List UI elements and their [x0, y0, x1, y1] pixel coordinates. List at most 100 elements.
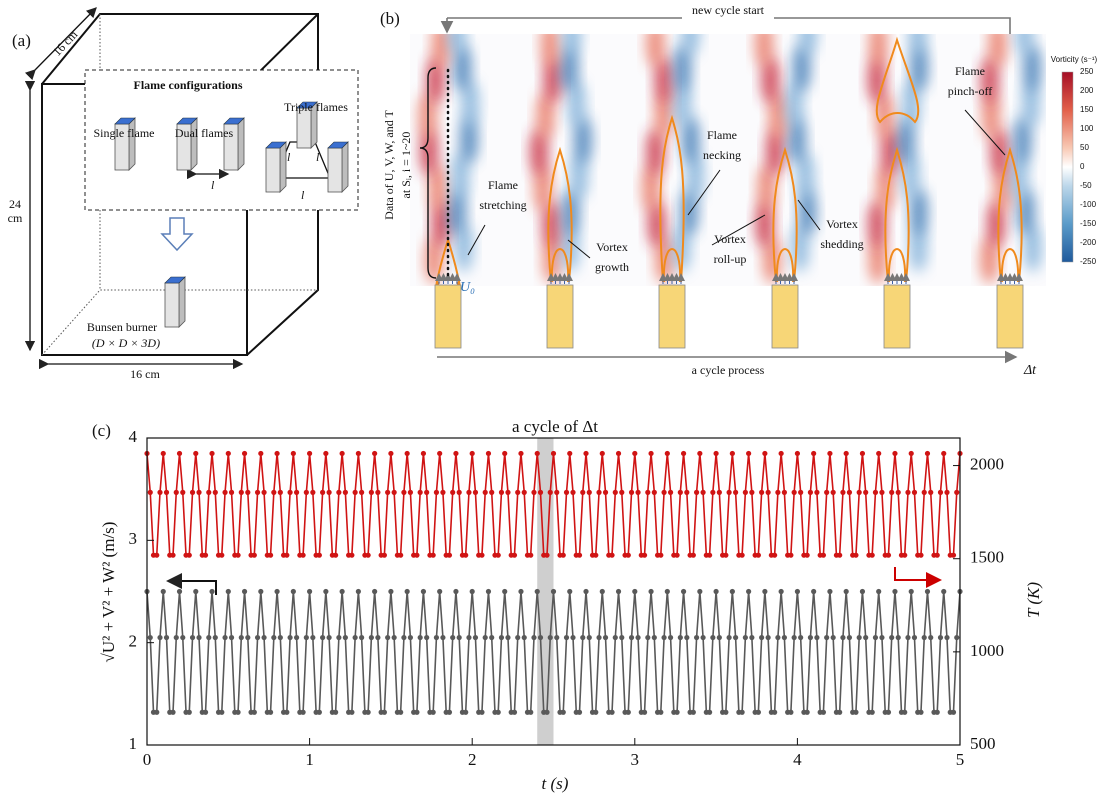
data-point: [398, 710, 403, 715]
data-point: [603, 490, 608, 495]
data-point: [564, 635, 569, 640]
data-point: [642, 553, 647, 558]
data-point: [157, 635, 162, 640]
annotation: stretching: [479, 198, 526, 212]
data-point: [375, 490, 380, 495]
colorbar-tick-label: 250: [1080, 67, 1094, 76]
data-point: [661, 635, 666, 640]
data-point: [408, 635, 413, 640]
data-point: [229, 490, 234, 495]
data-point: [388, 451, 393, 456]
data-point: [291, 451, 296, 456]
data-point: [531, 490, 536, 495]
x-axis-label: t (s): [542, 774, 569, 793]
data-point: [583, 451, 588, 456]
data-point: [613, 635, 618, 640]
data-point: [759, 635, 764, 640]
colorbar-tick-label: -250: [1080, 257, 1097, 266]
data-point: [453, 451, 458, 456]
data-point: [177, 451, 182, 456]
colorbar-tick-label: -200: [1080, 238, 1097, 247]
data-point: [600, 589, 605, 594]
data-point: [226, 451, 231, 456]
data-point: [918, 553, 923, 558]
data-point: [840, 635, 845, 640]
data-point: [798, 635, 803, 640]
inlet-label: U₀: [460, 280, 475, 295]
data-point: [268, 710, 273, 715]
data-point: [470, 589, 475, 594]
data-point: [174, 490, 179, 495]
data-point: [284, 553, 289, 558]
data-point: [905, 635, 910, 640]
data-point: [772, 710, 777, 715]
data-point: [951, 710, 956, 715]
y2-tick-label: 1000: [970, 641, 1004, 660]
data-point: [661, 490, 666, 495]
burner: [435, 285, 461, 348]
data-point: [665, 451, 670, 456]
data-point: [954, 490, 959, 495]
data-point: [710, 490, 715, 495]
data-point: [889, 490, 894, 495]
data-point: [743, 635, 748, 640]
data-point: [447, 710, 452, 715]
data-point: [779, 589, 784, 594]
vortex-blue: [909, 8, 927, 56]
data-point: [242, 589, 247, 594]
prism-front: [165, 283, 179, 327]
data-point: [925, 451, 930, 456]
data-point: [766, 635, 771, 640]
vortex-blue: [563, 8, 581, 56]
data-point: [746, 451, 751, 456]
data-point: [349, 553, 354, 558]
data-point: [512, 710, 517, 715]
data-point: [310, 490, 315, 495]
data-point: [340, 589, 345, 594]
prism-side: [342, 142, 348, 192]
data-point: [824, 635, 829, 640]
data-point: [190, 635, 195, 640]
data-point: [483, 635, 488, 640]
data-point: [740, 710, 745, 715]
burner: [547, 285, 573, 348]
prism-side: [238, 118, 244, 170]
y-axis-label: √U² + V² + W² (m/s): [99, 522, 118, 663]
panel-label: (a): [12, 31, 31, 50]
data-point: [505, 635, 510, 640]
data-point: [577, 710, 582, 715]
data-point: [538, 490, 543, 495]
vortex-blue: [448, 8, 466, 56]
data-point: [912, 490, 917, 495]
data-point: [258, 589, 263, 594]
data-point: [219, 553, 224, 558]
data-point: [941, 589, 946, 594]
data-point: [879, 490, 884, 495]
data-point: [544, 553, 549, 558]
data-point: [271, 635, 276, 640]
data-point: [505, 490, 510, 495]
data-point: [154, 710, 159, 715]
data-point: [652, 490, 657, 495]
data-point: [434, 490, 439, 495]
data-point: [840, 490, 845, 495]
data-point: [674, 710, 679, 715]
data-point: [382, 710, 387, 715]
data-point: [944, 490, 949, 495]
data-point: [844, 451, 849, 456]
data-point: [648, 451, 653, 456]
data-point: [161, 589, 166, 594]
data-point: [457, 635, 462, 640]
data-point: [772, 553, 777, 558]
config-label: Single flame: [94, 126, 155, 140]
data-point: [531, 635, 536, 640]
data-point: [154, 553, 159, 558]
data-point: [382, 553, 387, 558]
data-point: [892, 451, 897, 456]
data-point: [935, 710, 940, 715]
data-point: [304, 490, 309, 495]
data-point: [518, 589, 523, 594]
config-label: Triple flames: [284, 100, 348, 114]
data-point: [938, 490, 943, 495]
data-point: [616, 451, 621, 456]
